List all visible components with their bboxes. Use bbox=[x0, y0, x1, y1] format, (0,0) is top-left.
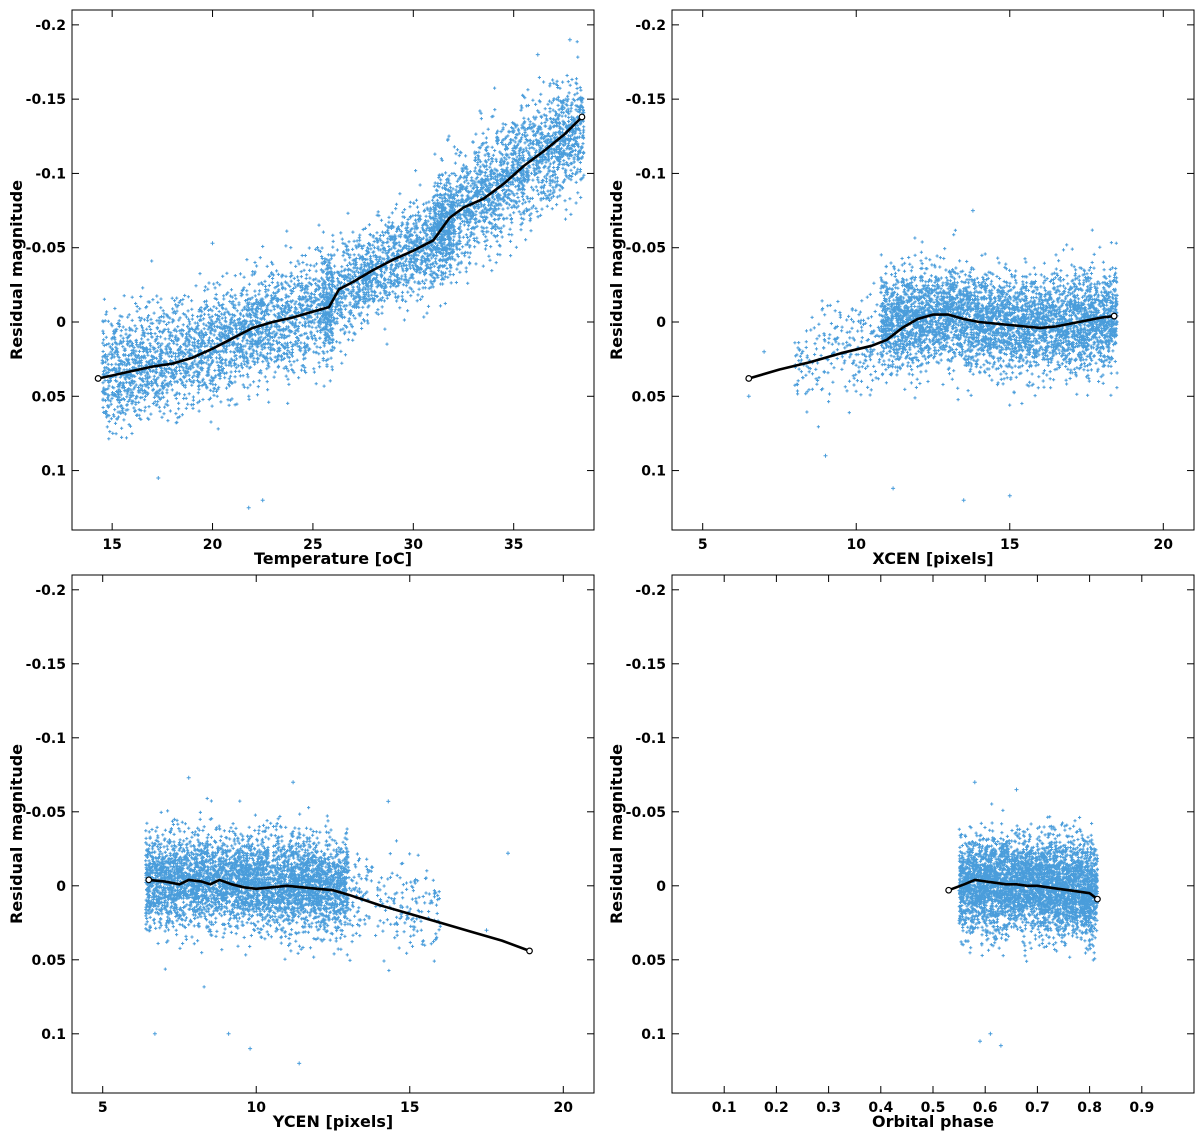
plot-frame bbox=[671, 9, 1195, 531]
y-axis-label: Residual magnitude bbox=[7, 744, 26, 924]
y-tick-label: 0.05 bbox=[31, 953, 66, 969]
y-tick-label: 0.05 bbox=[31, 389, 66, 405]
y-tick-label: -0.2 bbox=[35, 18, 66, 34]
trend-start-marker bbox=[145, 876, 153, 884]
y-tick-label: -0.2 bbox=[635, 18, 666, 34]
y-tick-label: 0 bbox=[656, 879, 666, 895]
x-tick-label: 10 bbox=[246, 1100, 266, 1116]
x-tick-label: 15 bbox=[1000, 537, 1019, 553]
x-tick-label: 0.6 bbox=[973, 1100, 998, 1116]
trend-end-marker bbox=[1110, 312, 1118, 320]
y-tick-label: 0.1 bbox=[641, 464, 666, 480]
trend-line bbox=[148, 878, 530, 953]
y-tick-label: -0.1 bbox=[635, 731, 666, 747]
x-tick-label: 20 bbox=[1154, 537, 1174, 553]
x-tick-label: 20 bbox=[203, 537, 223, 553]
panel-temperature: 15 20 25 30 35 -0.2 -0.15 -0.1 -0.05 0 0.05 0.1 Temp… bbox=[7, 9, 595, 568]
trend-start-marker bbox=[945, 886, 953, 894]
trend-start-marker bbox=[745, 375, 753, 382]
y-tick-label: 0 bbox=[656, 315, 666, 331]
panel-xcen: 5 10 15 20 -0.2 -0.15 -0.1 -0.05 0 0.05 0.1 XCEN [p… bbox=[607, 9, 1195, 568]
trend-end-marker bbox=[578, 113, 586, 121]
scatter-points bbox=[957, 780, 1099, 1048]
y-tick-label: -0.1 bbox=[35, 731, 66, 747]
y-tick-label: -0.05 bbox=[626, 241, 666, 257]
x-tick-label: 0.8 bbox=[1077, 1100, 1102, 1116]
x-axis-label: Orbital phase bbox=[872, 1112, 994, 1131]
x-tick-label: 5 bbox=[698, 537, 708, 553]
y-tick-label: -0.15 bbox=[626, 657, 666, 673]
x-tick-label: 0.3 bbox=[816, 1100, 841, 1116]
x-axis-label: XCEN [pixels] bbox=[872, 549, 993, 568]
trend-end-marker bbox=[526, 947, 533, 955]
panel-orbital-phase: 0.1 0.2 0.3 0.4 0.5 0.6 0.7 0.8 0.9 -0.2 -0.15 -0.1… bbox=[607, 574, 1195, 1131]
x-tick-label: 10 bbox=[846, 537, 866, 553]
x-tick-label: 35 bbox=[504, 537, 523, 553]
y-tick-label: 0.1 bbox=[41, 1027, 66, 1043]
plot-frame bbox=[71, 574, 595, 1094]
plot-frame bbox=[71, 9, 595, 531]
x-tick-label: 0.1 bbox=[712, 1100, 737, 1116]
y-tick-label: -0.15 bbox=[26, 92, 66, 108]
y-axis-label: Residual magnitude bbox=[607, 180, 626, 360]
trend-end-marker bbox=[1094, 895, 1101, 903]
scatter-points bbox=[144, 775, 510, 1066]
scatter-points bbox=[100, 37, 586, 510]
y-axis-label: Residual magnitude bbox=[607, 744, 626, 924]
y-tick-label: -0.05 bbox=[626, 805, 666, 821]
y-tick-label: -0.15 bbox=[26, 657, 66, 673]
x-tick-label: 0.9 bbox=[1129, 1100, 1154, 1116]
x-tick-label: 5 bbox=[98, 1100, 108, 1116]
x-tick-label: 0.2 bbox=[764, 1100, 789, 1116]
scatter-points bbox=[746, 208, 1119, 503]
plot-frame bbox=[671, 574, 1195, 1094]
y-axis-label: Residual magnitude bbox=[7, 180, 26, 360]
y-tick-label: 0.1 bbox=[41, 464, 66, 480]
trend-start-marker bbox=[94, 375, 102, 382]
x-tick-label: 0.5 bbox=[921, 1100, 946, 1116]
y-tick-label: -0.05 bbox=[26, 805, 66, 821]
y-tick-label: -0.2 bbox=[35, 583, 66, 599]
y-tick-label: 0 bbox=[56, 315, 66, 331]
y-tick-label: -0.15 bbox=[626, 92, 666, 108]
y-tick-label: 0.05 bbox=[631, 953, 666, 969]
y-tick-label: 0.1 bbox=[641, 1027, 666, 1043]
trend-line bbox=[948, 878, 1099, 901]
y-tick-label: 0 bbox=[56, 879, 66, 895]
x-tick-label: 20 bbox=[554, 1100, 574, 1116]
y-tick-label: -0.1 bbox=[35, 166, 66, 182]
trend-line bbox=[97, 116, 583, 380]
x-tick-label: 15 bbox=[102, 537, 121, 553]
y-tick-label: -0.2 bbox=[635, 583, 666, 599]
x-tick-label: 0.4 bbox=[868, 1100, 893, 1116]
x-tick-label: 15 bbox=[400, 1100, 419, 1116]
x-tick-label: 30 bbox=[404, 537, 424, 553]
y-tick-label: -0.1 bbox=[635, 166, 666, 182]
x-tick-label: 0.7 bbox=[1025, 1100, 1050, 1116]
trend-line bbox=[748, 313, 1115, 380]
panel-ycen: 5 10 15 20 -0.2 -0.15 -0.1 -0.05 0 0.05 0.1 YCEN [p… bbox=[7, 574, 595, 1131]
x-axis-label: Temperature [oC] bbox=[254, 549, 412, 568]
y-tick-label: 0.05 bbox=[631, 389, 666, 405]
y-tick-label: -0.05 bbox=[26, 241, 66, 257]
x-axis-label: YCEN [pixels] bbox=[272, 1112, 393, 1131]
x-tick-label: 25 bbox=[303, 537, 322, 553]
